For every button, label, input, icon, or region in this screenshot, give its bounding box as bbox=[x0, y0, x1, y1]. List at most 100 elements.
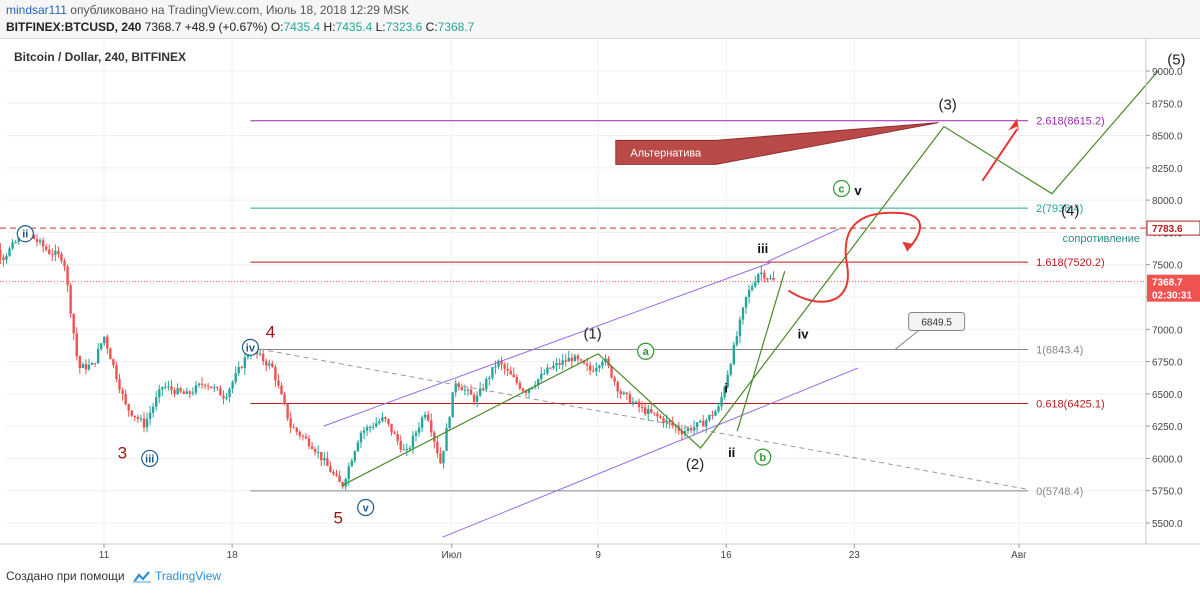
alt-arrow-up bbox=[981, 128, 1018, 182]
trend-dashed bbox=[250, 346, 1029, 490]
candle-body bbox=[564, 360, 567, 362]
candle-body bbox=[478, 388, 482, 396]
candle-body bbox=[439, 453, 442, 464]
candle-body bbox=[66, 266, 69, 286]
axes: 5500.0 5750.0 6000.0 6250.0 6500.0 6750.0 7000… bbox=[0, 39, 1200, 561]
candle-body bbox=[683, 431, 687, 435]
close-value: 7368.7 bbox=[437, 20, 475, 34]
candle-body bbox=[445, 427, 448, 451]
wave-label: iii bbox=[757, 241, 768, 256]
candle-body bbox=[540, 373, 543, 380]
candle-body bbox=[310, 446, 314, 449]
candle-body bbox=[598, 365, 601, 368]
candle-body bbox=[588, 365, 592, 371]
candle-body bbox=[747, 290, 751, 297]
candle-body bbox=[702, 420, 705, 427]
candle-body bbox=[637, 401, 641, 408]
candle-body bbox=[711, 415, 714, 417]
wave-circle-label: iii bbox=[145, 453, 154, 465]
wave-label: (1) bbox=[583, 325, 601, 342]
wave-label: 5 bbox=[334, 509, 343, 528]
candle-body bbox=[558, 362, 561, 365]
candle-body bbox=[698, 420, 702, 423]
candle-body bbox=[567, 357, 570, 362]
candle-body bbox=[393, 432, 396, 435]
wave-label: 4 bbox=[266, 323, 275, 342]
candle-body bbox=[368, 426, 372, 428]
candle-body bbox=[512, 374, 515, 378]
candle-body bbox=[44, 246, 48, 250]
candle-body bbox=[87, 364, 91, 370]
wave-labels: 2435iiiiiiivv(1)(2)(3)(4)(5)iiiiviiivabc bbox=[16, 52, 1186, 528]
candles bbox=[0, 225, 775, 491]
wave-circle-label: c bbox=[838, 184, 844, 196]
footer: Создано при помощи TradingView bbox=[0, 563, 1200, 594]
candle-body bbox=[90, 363, 94, 365]
high-value: 7435.4 bbox=[335, 20, 373, 34]
candle-body bbox=[570, 357, 574, 362]
candle-body bbox=[436, 441, 439, 454]
candle-body bbox=[576, 355, 580, 360]
close-label: C: bbox=[425, 20, 438, 34]
candle-body bbox=[295, 427, 298, 432]
channel-lower bbox=[442, 367, 859, 538]
candle-body bbox=[463, 389, 467, 391]
candle-body bbox=[695, 422, 699, 427]
wave-circle bbox=[832, 179, 851, 198]
price-tick-label: 9000.0 bbox=[1152, 67, 1183, 78]
candle-body bbox=[500, 360, 503, 365]
candle-body bbox=[200, 383, 204, 385]
candle-body bbox=[231, 381, 234, 389]
wave-label: iv bbox=[798, 326, 810, 341]
candle-body bbox=[552, 365, 555, 369]
candle-body bbox=[616, 381, 619, 392]
price-tick-label: 6500.0 bbox=[1152, 390, 1183, 401]
candle-body bbox=[329, 465, 332, 473]
candle-body bbox=[298, 431, 302, 436]
candle-body bbox=[258, 353, 262, 355]
candle-body bbox=[607, 358, 610, 367]
candle-body bbox=[48, 249, 51, 254]
candle-body bbox=[738, 319, 742, 337]
candle-body bbox=[265, 361, 268, 366]
candle-body bbox=[145, 418, 149, 428]
candle-body bbox=[729, 364, 732, 375]
candle-body bbox=[11, 242, 14, 249]
price-tag bbox=[1146, 220, 1200, 236]
candle-body bbox=[427, 414, 430, 421]
candle-body bbox=[234, 373, 237, 382]
time-tick-label: Июл bbox=[442, 550, 462, 561]
price-chart[interactable]: Bitcoin / Dollar, 240, BITFINEX сопротив… bbox=[0, 39, 1200, 563]
candle-body bbox=[347, 466, 350, 480]
wave-primary-path bbox=[341, 70, 1159, 487]
candle-body bbox=[17, 236, 20, 243]
candle-body bbox=[726, 374, 729, 388]
candle-body bbox=[619, 391, 622, 395]
wave-circle bbox=[637, 342, 655, 360]
last-price: 7368.7 bbox=[144, 20, 182, 34]
price-tick-label: 8750.0 bbox=[1152, 99, 1183, 110]
wave-label: i bbox=[724, 381, 728, 396]
candle-body bbox=[668, 420, 671, 423]
candle-body bbox=[705, 420, 708, 427]
author-link[interactable]: mindsar111 bbox=[6, 3, 67, 17]
candle-body bbox=[371, 426, 375, 428]
tradingview-link[interactable]: TradingView bbox=[132, 569, 221, 583]
candle-body bbox=[32, 234, 36, 240]
candle-body bbox=[54, 250, 57, 255]
candle-body bbox=[197, 383, 201, 386]
time-tick-label: Авг bbox=[1011, 550, 1027, 561]
tradingview-cloud-icon bbox=[133, 571, 151, 583]
fib-level-label: 1(6843.4) bbox=[1036, 345, 1083, 357]
candle-body bbox=[213, 387, 216, 389]
candle-body bbox=[332, 472, 335, 474]
candle-body bbox=[271, 363, 274, 368]
candle-body bbox=[402, 449, 405, 451]
candle-body bbox=[650, 409, 653, 413]
candle-body bbox=[585, 363, 589, 366]
candle-body bbox=[659, 416, 662, 418]
candle-body bbox=[106, 336, 109, 349]
candle-body bbox=[387, 418, 390, 424]
candle-body bbox=[521, 388, 525, 392]
wave-label: (2) bbox=[686, 456, 704, 473]
